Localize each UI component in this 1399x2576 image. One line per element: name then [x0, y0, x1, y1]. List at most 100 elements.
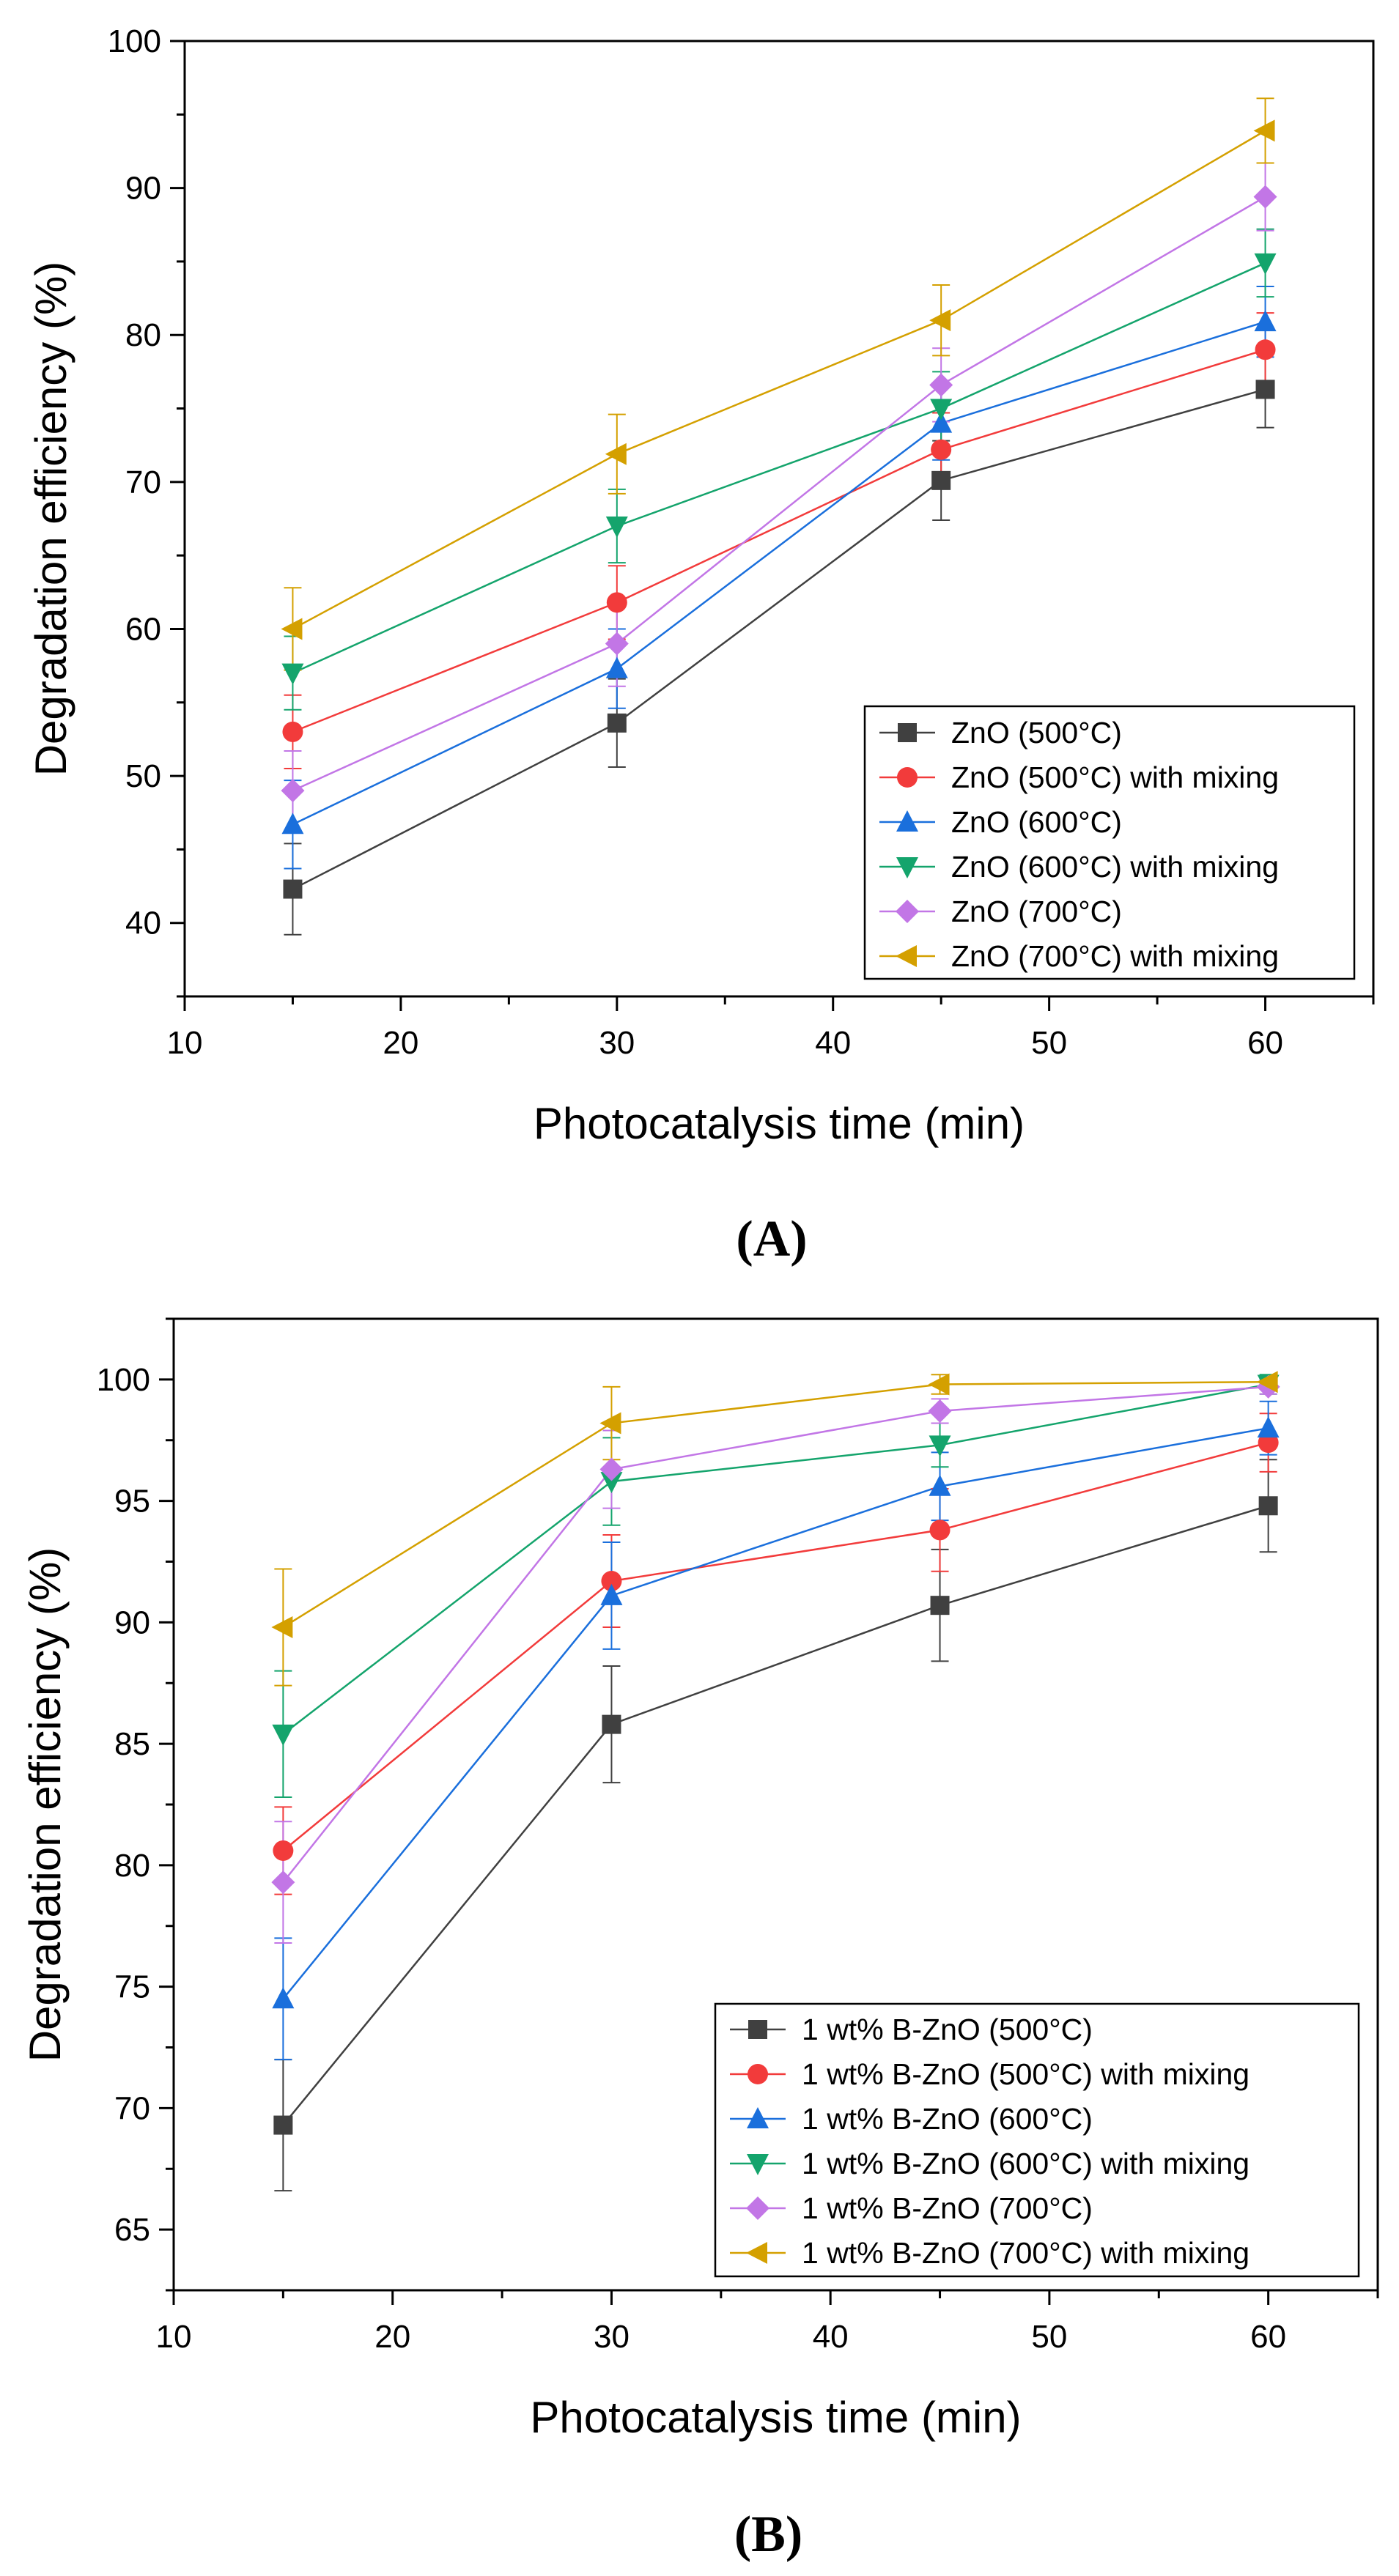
y-tick-label: 100 — [108, 23, 161, 59]
data-point — [1254, 253, 1277, 275]
data-point — [929, 1520, 950, 1541]
legend-box — [714, 2002, 1360, 2278]
series-line — [282, 1505, 1269, 2126]
series-line — [292, 388, 1266, 890]
data-point — [281, 618, 303, 640]
legend-marker — [896, 945, 917, 967]
y-tick-label: 70 — [114, 2090, 150, 2126]
data-point — [928, 1373, 950, 1396]
data-point — [281, 779, 305, 803]
series-line — [292, 262, 1266, 674]
data-point — [281, 813, 304, 834]
data-point — [929, 1474, 951, 1496]
legend-marker — [896, 900, 919, 923]
data-point — [605, 517, 628, 538]
y-tick-label: 80 — [125, 317, 161, 353]
legend-label: ZnO (700°C) with mixing — [951, 939, 1279, 973]
data-point — [283, 879, 303, 899]
data-point — [600, 1472, 623, 1494]
series-line — [282, 1383, 1269, 1735]
plot-frame — [183, 40, 1375, 998]
legend-marker — [747, 2107, 769, 2128]
legend-marker — [746, 2196, 769, 2220]
data-point — [1255, 380, 1275, 399]
data-point — [605, 443, 627, 465]
data-point — [273, 2115, 293, 2135]
data-point — [607, 713, 627, 733]
data-point — [273, 1840, 294, 1861]
x-tick-label: 30 — [594, 2319, 630, 2355]
data-point — [601, 1571, 622, 1592]
data-point — [928, 1399, 952, 1423]
x-tick-label: 60 — [1247, 1025, 1283, 1061]
x-tick-label: 20 — [374, 2319, 410, 2355]
data-point — [929, 1435, 951, 1457]
data-point — [282, 721, 303, 742]
x-tick-label: 40 — [815, 1025, 851, 1061]
y-tick-label: 75 — [114, 1969, 150, 2005]
y-axis-title: Degradation efficiency (%) — [26, 262, 75, 777]
series-line — [282, 1426, 1269, 1999]
data-point — [931, 470, 951, 490]
data-point — [281, 663, 304, 685]
data-point — [272, 1987, 295, 2009]
y-axis-title: Degradation efficiency (%) — [21, 1547, 70, 2062]
data-point — [605, 632, 629, 656]
data-point — [605, 656, 628, 678]
x-tick-label: 60 — [1250, 2319, 1286, 2355]
data-point — [929, 309, 951, 332]
y-tick-label: 70 — [125, 465, 161, 500]
legend-label: ZnO (600°C) — [951, 805, 1122, 839]
chart-panel-b: 10 20 30 40 50 60 65 70 75 80 85 90 95 100 Photocataly… — [21, 1317, 1379, 2563]
series-line — [292, 130, 1266, 630]
legend-marker — [898, 723, 917, 742]
chart-panel-a: 10 20 30 40 50 60 40 50 60 70 80 90 100 Photocatalysi… — [26, 23, 1375, 1267]
x-tick-label: 50 — [1031, 2319, 1067, 2355]
series-line — [282, 1380, 1269, 1629]
legend-label: ZnO (500°C) with mixing — [951, 760, 1279, 794]
data-point — [1255, 339, 1276, 360]
data-point — [271, 1870, 295, 1895]
y-tick-label: 85 — [114, 1726, 150, 1762]
legend-marker — [747, 2154, 769, 2175]
data-point — [929, 373, 953, 397]
data-point — [1254, 310, 1277, 332]
y-tick-label: 40 — [125, 906, 161, 941]
x-tick-label: 10 — [167, 1025, 203, 1061]
y-tick-label: 90 — [125, 171, 161, 207]
legend: ZnO (500°C) ZnO (500°C) with mixing ZnO (6… — [863, 705, 1356, 980]
data-point — [602, 1714, 621, 1734]
data-point — [930, 411, 953, 433]
legend-label: 1 wt% B-ZnO (500°C) — [802, 2013, 1093, 2046]
data-point — [1256, 1371, 1278, 1394]
y-tick-label: 95 — [114, 1484, 150, 1520]
data-point — [1253, 119, 1275, 142]
x-axis-title: Photocatalysis time (min) — [534, 1099, 1025, 1148]
y-tick-label: 65 — [114, 2212, 150, 2248]
legend-marker — [746, 2242, 767, 2264]
data-point — [1258, 1496, 1278, 1516]
series-line — [292, 196, 1266, 792]
y-tick-label: 50 — [125, 758, 161, 794]
data-point — [271, 1616, 293, 1639]
data-point — [599, 1412, 621, 1435]
legend-label: ZnO (700°C) — [951, 895, 1122, 928]
legend-label: ZnO (600°C) with mixing — [951, 850, 1279, 884]
x-tick-label: 20 — [383, 1025, 418, 1061]
legend-marker — [748, 2064, 768, 2084]
x-tick-label: 50 — [1031, 1025, 1067, 1061]
legend-marker — [748, 2020, 767, 2039]
legend-box — [863, 705, 1356, 980]
data-point — [1257, 1416, 1280, 1438]
y-tick-label: 100 — [97, 1362, 150, 1398]
legend-label: 1 wt% B-ZnO (500°C) with mixing — [802, 2057, 1249, 2091]
data-point — [1253, 185, 1277, 209]
panel-label: (A) — [736, 1211, 807, 1267]
x-tick-label: 40 — [813, 2319, 849, 2355]
legend-label: 1 wt% B-ZnO (600°C) with mixing — [802, 2147, 1249, 2180]
legend-label: 1 wt% B-ZnO (700°C) with mixing — [802, 2236, 1249, 2270]
data-point — [606, 592, 627, 613]
x-tick-label: 10 — [156, 2319, 192, 2355]
data-point — [931, 439, 952, 460]
